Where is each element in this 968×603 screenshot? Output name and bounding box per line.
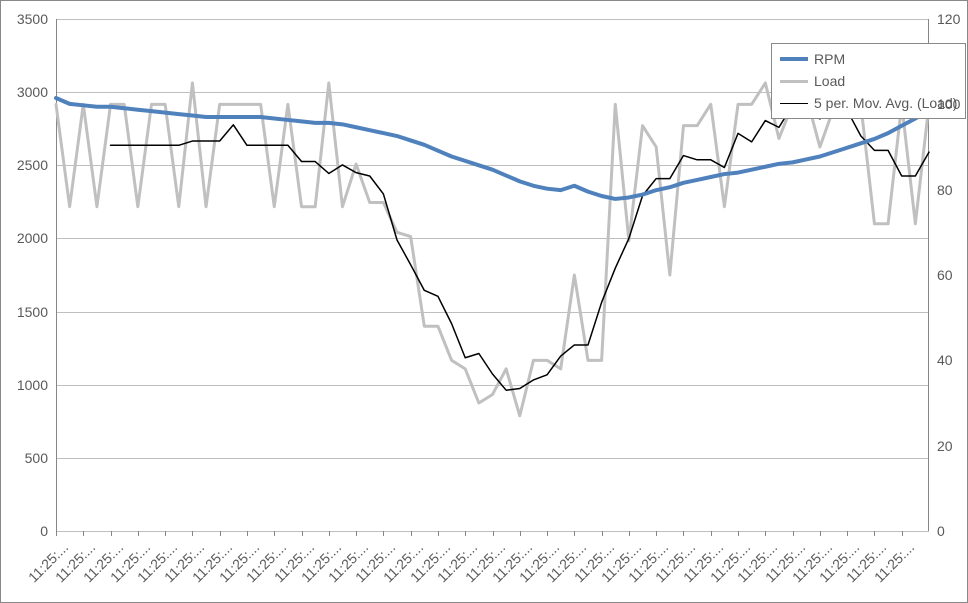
x-tick: [493, 531, 494, 536]
y-right-axis-label: 0: [937, 523, 945, 539]
legend-item: Load: [780, 70, 957, 92]
x-tick: [438, 531, 439, 536]
y-left-axis-label: 2000: [17, 230, 48, 246]
y-right-axis-label: 40: [937, 352, 953, 368]
line-chart: RPMLoad5 per. Mov. Avg. (Load) 050010001…: [0, 0, 968, 603]
x-tick: [683, 531, 684, 536]
y-left-axis-label: 1000: [17, 377, 48, 393]
x-tick: [111, 531, 112, 536]
y-left-axis-label: 3000: [17, 84, 48, 100]
y-right-axis-label: 100: [937, 96, 960, 112]
x-tick: [220, 531, 221, 536]
series-5-per-mov-avg-load-: [111, 105, 929, 390]
x-tick: [711, 531, 712, 536]
x-tick: [302, 531, 303, 536]
x-tick: [629, 531, 630, 536]
legend-label: RPM: [814, 51, 845, 67]
legend-swatch: [780, 57, 808, 61]
x-tick: [793, 531, 794, 536]
x-tick: [902, 531, 903, 536]
y-right-axis-label: 120: [937, 11, 960, 27]
x-tick: [738, 531, 739, 536]
x-tick: [329, 531, 330, 536]
y-right-axis-label: 20: [937, 438, 953, 454]
legend-swatch: [780, 103, 808, 104]
x-tick: [192, 531, 193, 536]
x-tick: [574, 531, 575, 536]
x-tick: [138, 531, 139, 536]
x-tick: [356, 531, 357, 536]
y-left-axis-label: 1500: [17, 304, 48, 320]
y-left-axis-label: 0: [40, 523, 48, 539]
y-right-axis-label: 60: [937, 267, 953, 283]
legend-item: 5 per. Mov. Avg. (Load): [780, 92, 957, 114]
y-left-axis-label: 2500: [17, 157, 48, 173]
legend-label: Load: [814, 73, 845, 89]
x-tick: [547, 531, 548, 536]
x-tick: [820, 531, 821, 536]
y-right-axis-label: 80: [937, 182, 953, 198]
x-tick: [847, 531, 848, 536]
x-tick: [656, 531, 657, 536]
x-tick: [465, 531, 466, 536]
x-tick: [274, 531, 275, 536]
x-tick: [874, 531, 875, 536]
legend-label: 5 per. Mov. Avg. (Load): [814, 95, 957, 111]
x-tick: [165, 531, 166, 536]
legend-swatch: [780, 80, 808, 83]
x-tick: [765, 531, 766, 536]
x-tick: [383, 531, 384, 536]
x-tick: [247, 531, 248, 536]
x-tick: [56, 531, 57, 536]
y-left-axis-label: 3500: [17, 11, 48, 27]
x-tick: [602, 531, 603, 536]
x-tick: [411, 531, 412, 536]
legend-item: RPM: [780, 48, 957, 70]
x-tick: [83, 531, 84, 536]
x-tick: [520, 531, 521, 536]
y-left-axis-label: 500: [25, 450, 48, 466]
series-load: [56, 83, 929, 416]
